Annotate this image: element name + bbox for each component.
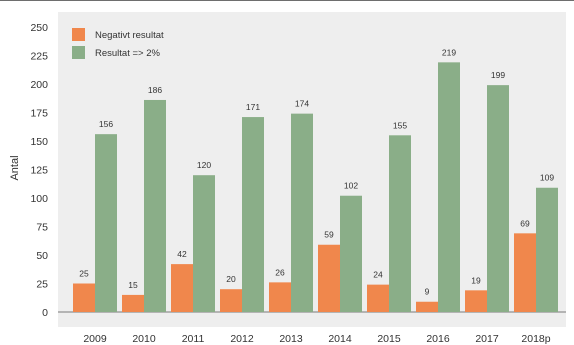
bar-negativt <box>416 301 438 312</box>
y-tick-label: 75 <box>36 222 48 234</box>
top-rule <box>0 0 574 1</box>
y-tick-label: 0 <box>42 307 48 319</box>
bar-resultat <box>193 175 215 312</box>
bar-value-label: 24 <box>373 270 383 280</box>
bar-value-label: 26 <box>275 267 285 277</box>
bars: 25 156 15 186 42 120 20 171 26 174 59 102 24 155 9 219 1… <box>73 47 558 313</box>
bar-negativt <box>269 282 291 312</box>
bar-resultat <box>389 135 411 312</box>
bar-negativt <box>73 283 95 312</box>
bar-value-label: 102 <box>344 181 358 191</box>
bar-resultat <box>242 117 264 312</box>
y-axis-label: Antal <box>9 155 21 180</box>
bar-value-label: 120 <box>197 160 211 170</box>
x-tick-label: 2014 <box>328 333 352 345</box>
x-tick-label: 2018p <box>521 333 550 345</box>
y-tick-label: 25 <box>36 279 48 291</box>
x-tick-label: 2009 <box>83 333 107 345</box>
bar-value-label: 25 <box>79 269 89 279</box>
bar-negativt <box>220 289 242 312</box>
bar-value-label: 19 <box>471 275 481 285</box>
y-tick-label: 50 <box>36 250 48 262</box>
y-tick-label: 175 <box>30 108 48 120</box>
bar-resultat <box>487 85 509 312</box>
legend-swatch <box>72 46 85 59</box>
bar-value-label: 199 <box>491 70 505 80</box>
bar-resultat <box>95 134 117 312</box>
legend: Negativt resultat Resultat => 2% <box>72 28 164 59</box>
y-tick-label: 125 <box>30 165 48 177</box>
y-tick-label: 250 <box>30 22 48 34</box>
bar-value-label: 156 <box>99 119 113 129</box>
y-tick-label: 225 <box>30 51 48 63</box>
bar-value-label: 15 <box>128 280 138 290</box>
bar-value-label: 186 <box>148 85 162 95</box>
bar-resultat <box>438 62 460 313</box>
x-tick-label: 2013 <box>279 333 303 345</box>
bar-resultat <box>340 195 362 312</box>
bar-negativt <box>465 290 487 312</box>
x-tick-label: 2015 <box>377 333 401 345</box>
bar-value-label: 42 <box>177 249 187 259</box>
x-tick-label: 2010 <box>132 333 156 345</box>
bar-value-label: 59 <box>324 230 334 240</box>
bar-value-label: 9 <box>425 287 430 297</box>
bar-value-label: 219 <box>442 47 456 57</box>
x-axis-ticks: 2009 2010 2011 2012 2013 2014 2015 2016 2017 2018… <box>83 333 550 345</box>
bar-value-label: 109 <box>540 173 554 183</box>
y-tick-label: 150 <box>30 136 48 148</box>
x-tick-label: 2011 <box>182 333 205 345</box>
x-tick-label: 2016 <box>426 333 450 345</box>
legend-entry: Negativt resultat <box>95 30 164 41</box>
bar-resultat <box>536 187 558 312</box>
y-axis-ticks: 0 25 50 75 100 125 150 175 200 225 250 <box>30 22 48 319</box>
bar-resultat <box>144 99 166 313</box>
bar-negativt <box>122 294 144 312</box>
bar-value-label: 155 <box>393 120 407 130</box>
bar-negativt <box>367 284 389 312</box>
y-tick-label: 200 <box>30 79 48 91</box>
bar-value-label: 174 <box>295 99 309 109</box>
bar-value-label: 171 <box>246 102 260 112</box>
legend-swatch <box>72 28 85 41</box>
bar-value-label: 20 <box>226 274 236 284</box>
bar-resultat <box>291 113 313 312</box>
legend-entry: Resultat => 2% <box>95 48 161 59</box>
y-tick-label: 100 <box>30 193 48 205</box>
bar-negativt <box>514 233 536 312</box>
bar-negativt <box>171 264 193 312</box>
x-tick-label: 2012 <box>230 333 254 345</box>
x-tick-label: 2017 <box>475 333 499 345</box>
bar-value-label: 69 <box>520 218 530 228</box>
bar-negativt <box>318 244 340 312</box>
